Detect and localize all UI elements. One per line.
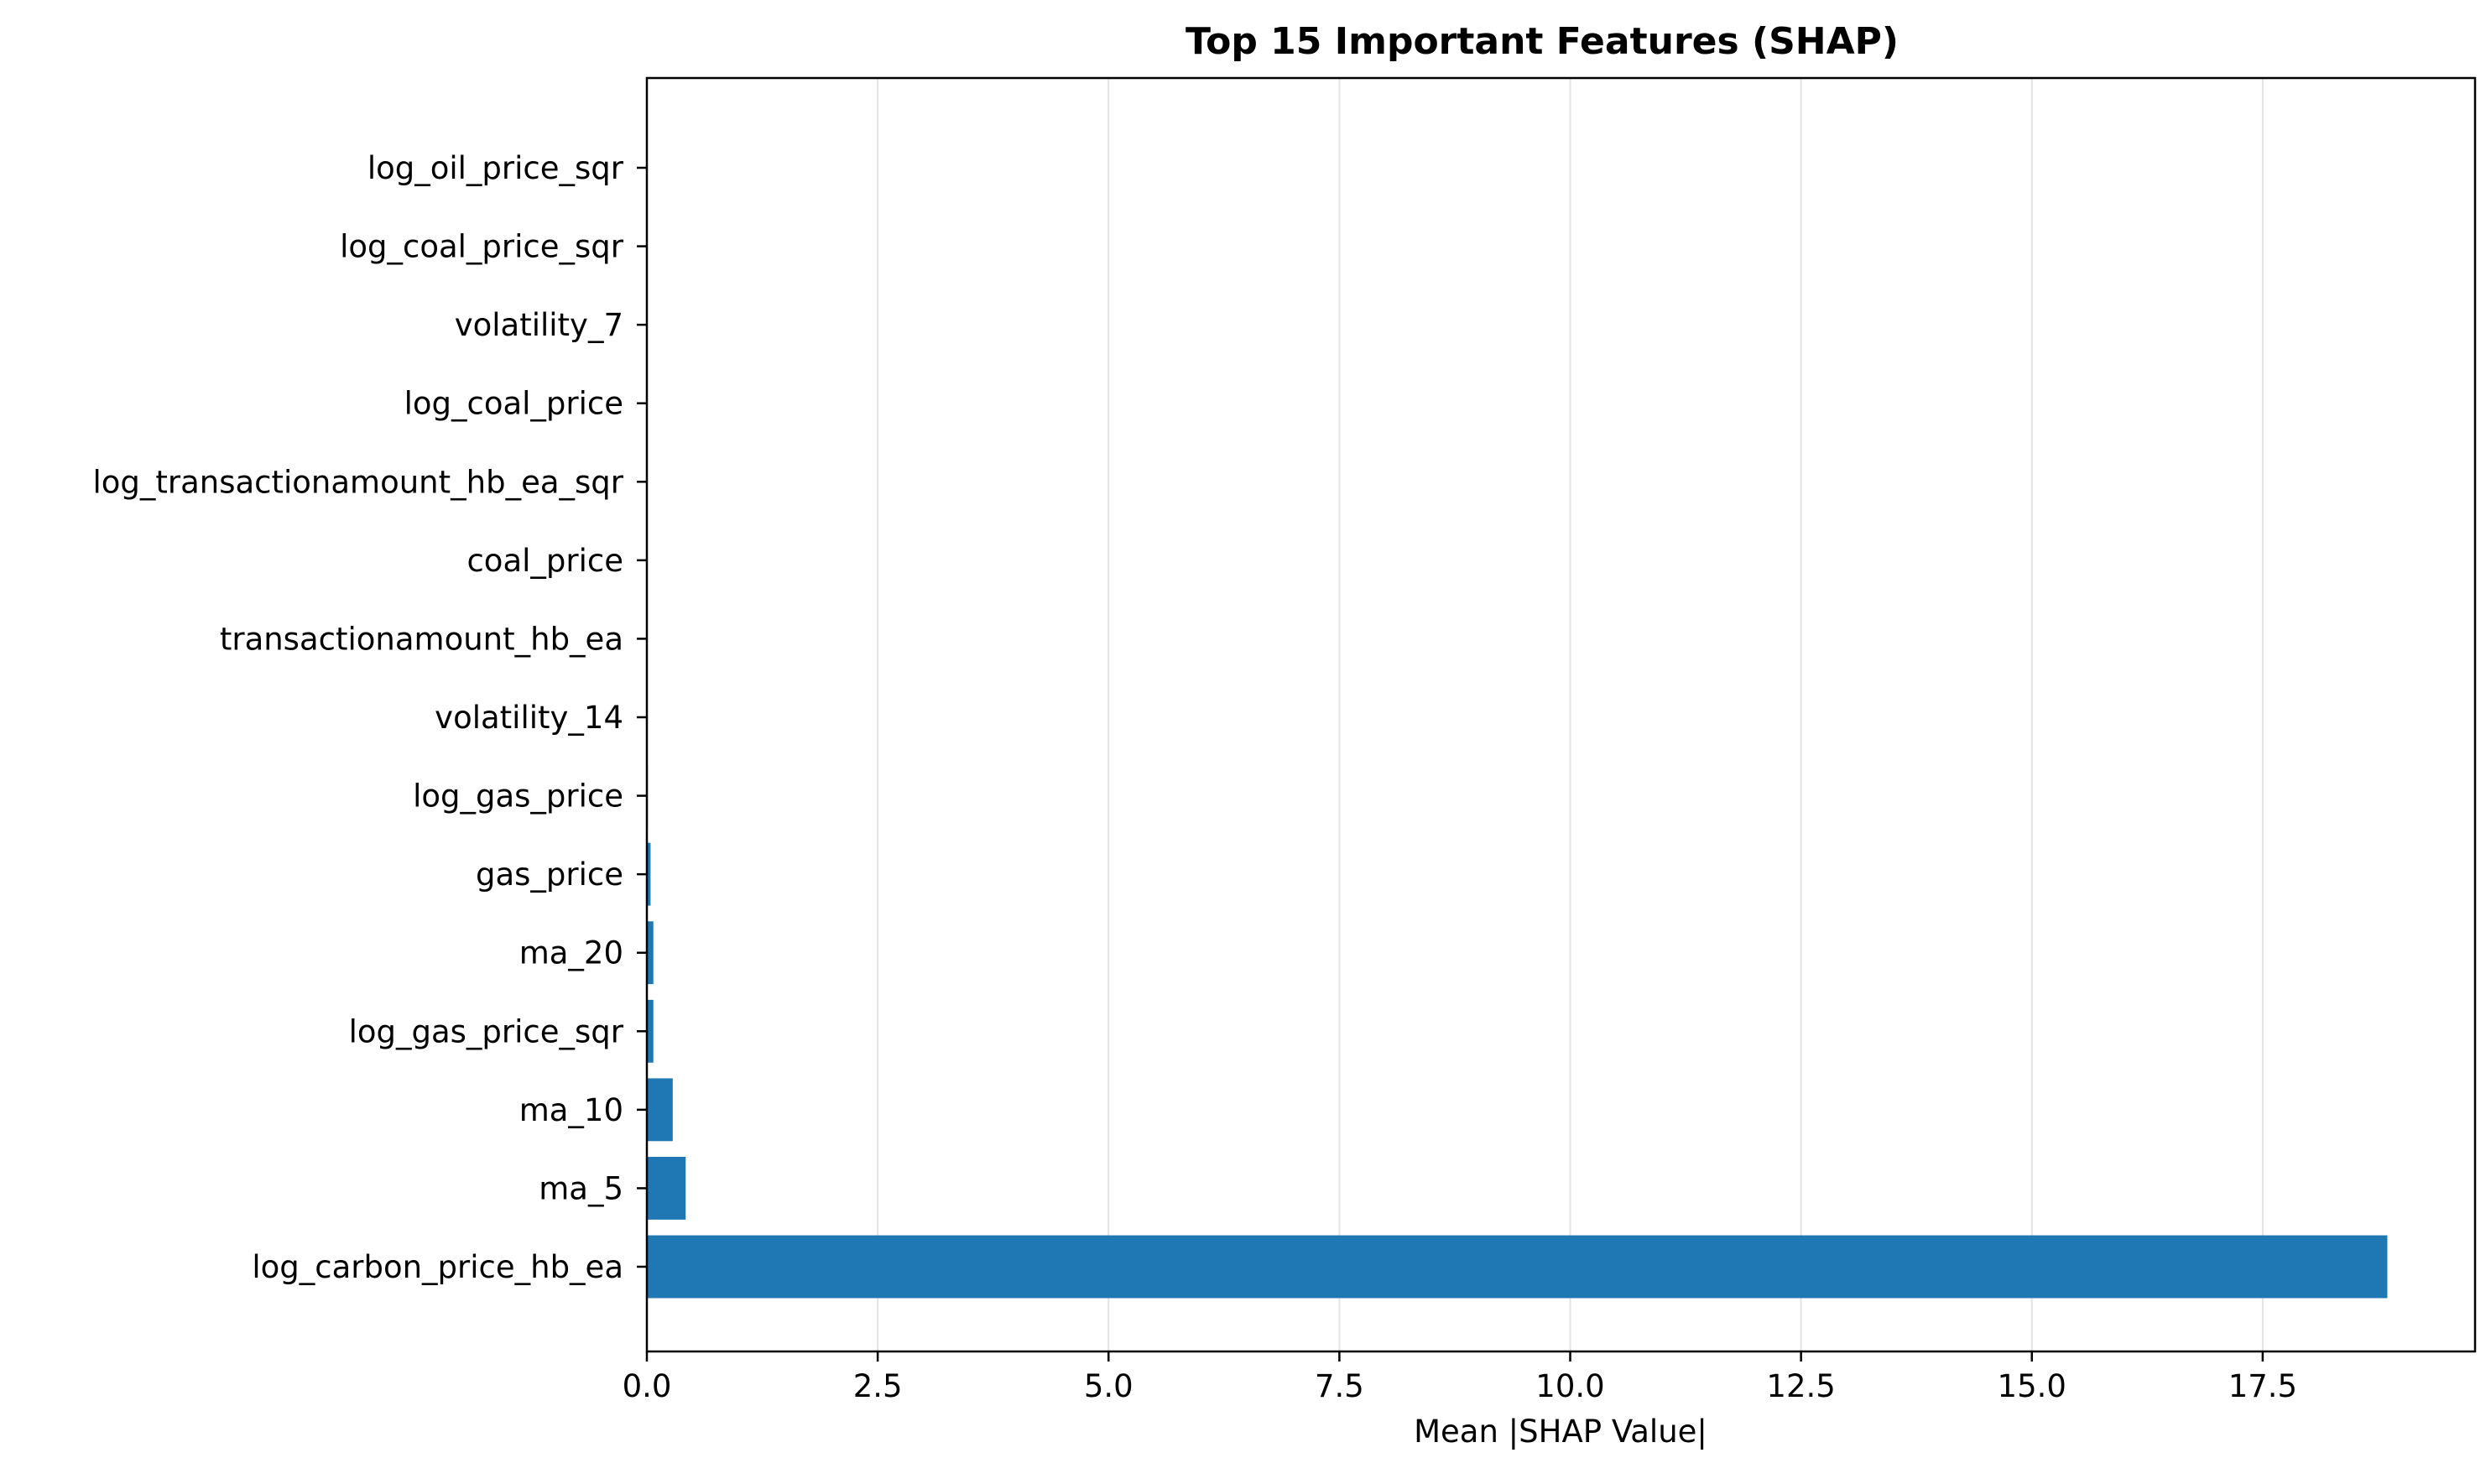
bar <box>647 1235 2388 1299</box>
x-tick-label: 15.0 <box>1998 1368 2066 1404</box>
y-tick-label: log_carbon_price_hb_ea <box>252 1249 623 1285</box>
x-axis-label: Mean |SHAP Value| <box>1414 1414 1707 1450</box>
x-tick-label: 10.0 <box>1535 1368 1604 1404</box>
x-tick-label: 12.5 <box>1766 1368 1835 1404</box>
bar <box>647 1078 673 1142</box>
y-axis-ticks: log_carbon_price_hb_ea ma_5 ma_10 log_gas_p… <box>92 150 647 1285</box>
bar <box>647 921 654 985</box>
y-tick-label: log_oil_price_sqr <box>367 150 624 186</box>
chart-title: Top 15 Important Features (SHAP) <box>1186 20 1899 63</box>
y-tick-label: log_gas_price_sqr <box>349 1013 624 1049</box>
x-tick-label: 7.5 <box>1315 1368 1364 1404</box>
x-tick-label: 5.0 <box>1084 1368 1133 1404</box>
y-tick-label: volatility_7 <box>455 307 623 343</box>
x-tick-label: 0.0 <box>623 1368 672 1404</box>
y-tick-label: gas_price <box>476 857 623 893</box>
bar <box>647 1157 686 1220</box>
y-tick-label: coal_price <box>466 543 623 579</box>
x-tick-label: 2.5 <box>853 1368 903 1404</box>
x-axis-ticks: 0.0 2.5 5.0 7.5 10.0 12.5 15.0 17.5 <box>623 1351 2297 1404</box>
y-tick-label: log_gas_price <box>413 778 623 815</box>
y-tick-label: volatility_14 <box>435 700 623 736</box>
y-tick-label: ma_20 <box>519 935 623 971</box>
y-tick-label: ma_5 <box>539 1170 623 1206</box>
grid-lines <box>646 78 2264 1351</box>
plot-frame <box>645 76 2477 1353</box>
bars <box>647 136 2388 1299</box>
x-tick-label: 17.5 <box>2228 1368 2297 1404</box>
y-tick-label: transactionamount_hb_ea <box>220 621 623 657</box>
bar <box>647 999 654 1063</box>
y-tick-label: log_coal_price <box>404 386 623 422</box>
bar <box>647 842 651 906</box>
y-tick-label: log_coal_price_sqr <box>340 229 624 265</box>
y-tick-label: ma_10 <box>519 1092 623 1128</box>
y-tick-label: log_transactionamount_hb_ea_sqr <box>92 464 623 500</box>
